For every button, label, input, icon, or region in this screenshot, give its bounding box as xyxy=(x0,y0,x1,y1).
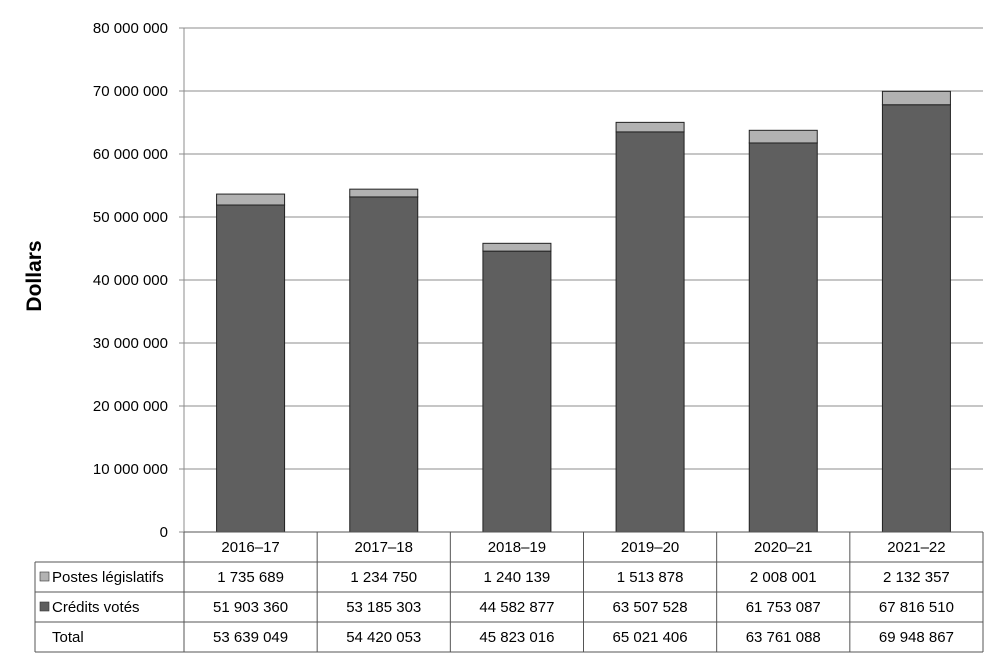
table-cell-credits-votes: 44 582 877 xyxy=(479,599,554,616)
table-cell-total: 53 639 049 xyxy=(213,629,288,646)
x-category-label: 2017–18 xyxy=(355,539,413,556)
legend-swatch-credits-votes xyxy=(39,601,50,612)
table-cell-postes-legislatifs: 1 513 878 xyxy=(617,569,684,586)
table-cell-credits-votes: 53 185 303 xyxy=(346,599,421,616)
bar-postes-legislatifs xyxy=(216,193,286,206)
y-tick-label: 70 000 000 xyxy=(93,83,168,100)
bar-postes-legislatifs xyxy=(349,188,419,198)
table-cell-credits-votes: 67 816 510 xyxy=(879,599,954,616)
table-cell-credits-votes: 63 507 528 xyxy=(613,599,688,616)
y-tick-label: 10 000 000 xyxy=(93,461,168,478)
x-category-label: 2018–19 xyxy=(488,539,546,556)
y-tick-label: 50 000 000 xyxy=(93,209,168,226)
row-label-postes-legislatifs: Postes législatifs xyxy=(52,569,164,586)
y-tick-label: 60 000 000 xyxy=(93,146,168,163)
x-category-label: 2016–17 xyxy=(221,539,279,556)
x-category-label: 2019–20 xyxy=(621,539,679,556)
bar-postes-legislatifs xyxy=(615,121,685,133)
table-cell-credits-votes: 51 903 360 xyxy=(213,599,288,616)
table-cell-postes-legislatifs: 1 234 750 xyxy=(350,569,417,586)
table-cell-total: 45 823 016 xyxy=(479,629,554,646)
y-tick-label: 80 000 000 xyxy=(93,20,168,37)
table-cell-postes-legislatifs: 2 132 357 xyxy=(883,569,950,586)
y-axis-ticks: 0 10 000 000 20 000 000 30 000 000 40 000 00… xyxy=(93,20,168,541)
table-cell-total: 69 948 867 xyxy=(879,629,954,646)
bar-postes-legislatifs xyxy=(482,242,552,252)
table-cell-total: 65 021 406 xyxy=(613,629,688,646)
y-tick-label: 40 000 000 xyxy=(93,272,168,289)
table-cell-postes-legislatifs: 2 008 001 xyxy=(750,569,817,586)
bar-postes-legislatifs xyxy=(881,90,951,106)
bar-credits-votes xyxy=(349,196,419,533)
legend-swatch-postes-legislatifs xyxy=(39,571,50,582)
y-axis-label: Dollars xyxy=(23,240,46,311)
bars xyxy=(216,90,951,533)
data-table: 2016–17 2017–18 2018–19 2019–20 2020–21 2021–… xyxy=(34,531,984,653)
bar-credits-votes xyxy=(482,250,552,533)
table-cell-total: 63 761 088 xyxy=(746,629,821,646)
row-label-total: Total xyxy=(52,629,84,646)
y-tick-label: 30 000 000 xyxy=(93,335,168,352)
bar-credits-votes xyxy=(748,142,818,533)
y-tick-label: 20 000 000 xyxy=(93,398,168,415)
table-cell-credits-votes: 61 753 087 xyxy=(746,599,821,616)
bar-postes-legislatifs xyxy=(748,129,818,144)
bar-credits-votes xyxy=(216,204,286,533)
x-category-label: 2020–21 xyxy=(754,539,812,556)
bar-credits-votes xyxy=(615,131,685,533)
table-cell-postes-legislatifs: 1 735 689 xyxy=(217,569,284,586)
table-cell-postes-legislatifs: 1 240 139 xyxy=(484,569,551,586)
table-cell-total: 54 420 053 xyxy=(346,629,421,646)
bar-credits-votes xyxy=(881,104,951,533)
x-category-label: 2021–22 xyxy=(887,539,945,556)
gridlines xyxy=(179,27,983,533)
row-label-credits-votes: Crédits votés xyxy=(52,599,140,616)
y-tick-label: 0 xyxy=(160,524,168,541)
